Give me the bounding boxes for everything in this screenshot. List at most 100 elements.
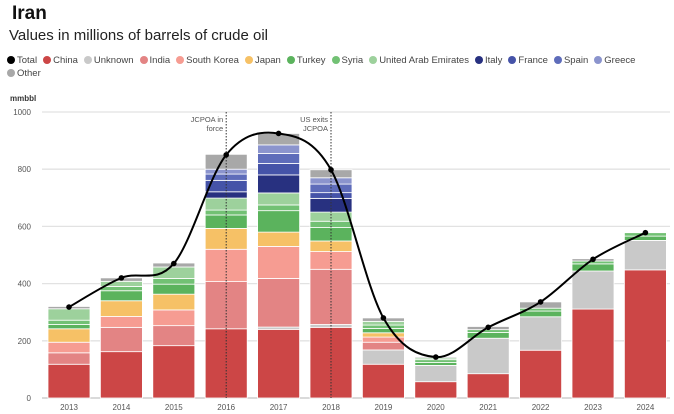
total-point — [328, 166, 334, 173]
bar-segment-greece — [257, 144, 301, 154]
annotation-label: force — [207, 124, 224, 133]
annotation-label: JCPOA in — [191, 115, 224, 124]
bar-segment-south-korea — [100, 316, 143, 328]
legend-swatch — [286, 56, 295, 64]
bar-segment-japan — [257, 231, 301, 247]
total-point — [380, 315, 387, 321]
legend-label: Greece — [604, 55, 636, 66]
x-tick-label: 2014 — [113, 403, 131, 412]
legend-item-japan[interactable]: Japan — [244, 54, 281, 67]
x-tick-label: 2022 — [532, 403, 550, 412]
legend-label: Other — [17, 68, 41, 79]
bar-segment-japan — [361, 332, 405, 338]
legend-swatch — [7, 69, 15, 77]
bar-segment-turkey — [361, 328, 405, 334]
bar-segment-unknown — [519, 316, 562, 351]
x-tick-label: 2015 — [165, 403, 183, 412]
legend-item-south-korea[interactable]: South Korea — [176, 54, 239, 67]
bar-segment-japan — [47, 328, 91, 343]
bar-segment-turkey — [519, 310, 562, 318]
bar-segment-south-korea — [257, 246, 301, 279]
x-tick-label: 2016 — [217, 403, 235, 412]
bar-segment-china — [100, 351, 143, 399]
legend-item-other[interactable]: Other — [7, 67, 41, 80]
total-point — [118, 275, 125, 281]
bar-segment-india — [361, 341, 405, 351]
bar-segment-india — [152, 325, 196, 347]
bar-segment-japan — [309, 240, 353, 252]
legend-swatch — [331, 56, 340, 64]
legend-label: China — [53, 55, 78, 66]
bar-segment-south-korea — [152, 309, 196, 327]
bar-segment-south-korea — [47, 341, 91, 354]
legend-swatch — [7, 56, 15, 64]
legend-item-unknown[interactable]: Unknown — [83, 54, 134, 67]
bar-segment-united-arab-emirates — [309, 211, 353, 222]
y-tick-label: 400 — [18, 280, 32, 289]
y-tick-label: 1000 — [13, 108, 31, 117]
x-tick-label: 2023 — [584, 403, 602, 412]
legend-item-greece[interactable]: Greece — [594, 54, 635, 67]
x-tick-label: 2017 — [270, 403, 288, 412]
legend-item-united-arab-emirates[interactable]: United Arab Emirates — [369, 54, 469, 67]
legend-swatch — [508, 56, 517, 64]
bar-segment-japan — [100, 300, 143, 317]
bar-segment-syria — [47, 319, 91, 325]
bar-segment-china — [257, 328, 301, 399]
legend-swatch — [176, 56, 185, 64]
x-tick-label: 2024 — [637, 403, 655, 412]
y-axis-label: mmbbl — [10, 94, 36, 103]
bar-segment-italy — [257, 174, 301, 194]
legend-swatch — [474, 56, 483, 64]
bar-segment-india — [100, 326, 143, 353]
bar-segment-china — [519, 349, 562, 399]
total-point — [223, 152, 229, 158]
legend-item-india[interactable]: India — [139, 54, 170, 67]
total-point — [433, 354, 439, 360]
legend-item-spain[interactable]: Spain — [553, 54, 588, 67]
bar-segment-china — [571, 308, 615, 399]
bar-segment-unknown — [466, 337, 510, 375]
bar-segment-turkey — [47, 324, 91, 330]
legend-item-syria[interactable]: Syria — [331, 54, 363, 67]
y-tick-label: 200 — [18, 337, 32, 346]
chart-title: Iran — [12, 3, 47, 24]
x-tick-label: 2018 — [322, 403, 340, 412]
total-point — [485, 324, 492, 331]
total-point — [642, 229, 649, 236]
x-tick-label: 2013 — [60, 403, 78, 412]
bar-segment-china — [361, 363, 405, 399]
bar-segment-unknown — [571, 270, 615, 310]
legend-item-turkey[interactable]: Turkey — [286, 54, 326, 67]
legend-item-china[interactable]: China — [43, 54, 78, 67]
y-tick-label: 600 — [18, 222, 32, 231]
bar-segment-india — [47, 352, 91, 365]
bar-segment-united-arab-emirates — [257, 192, 301, 206]
bar-segment-syria — [414, 359, 458, 363]
bar-segment-china — [204, 328, 248, 399]
bar-segment-china — [47, 363, 91, 399]
legend-label: Total — [17, 55, 38, 66]
bar-segment-unknown — [624, 240, 667, 271]
y-tick-label: 800 — [18, 165, 32, 174]
total-point — [171, 260, 177, 267]
bar-segment-china — [152, 345, 196, 399]
bar-segment-china — [466, 373, 510, 399]
legend-swatch — [553, 56, 562, 64]
bar-segment-japan — [152, 293, 196, 311]
bar-segment-france — [257, 163, 301, 176]
legend-item-france[interactable]: France — [508, 54, 548, 67]
bar-segment-china — [624, 269, 667, 399]
bar-segment-syria — [361, 324, 405, 329]
total-point — [275, 130, 282, 137]
x-tick-label: 2020 — [427, 403, 445, 412]
y-tick-label: 0 — [27, 394, 32, 403]
legend-item-total[interactable]: Total — [7, 54, 37, 67]
total-point — [537, 299, 544, 305]
bar-segment-turkey — [152, 283, 196, 295]
legend-item-italy[interactable]: Italy — [474, 54, 502, 67]
legend-swatch — [83, 56, 92, 64]
bar-segment-spain — [257, 153, 301, 164]
annotation-label: JCPOA — [303, 124, 328, 133]
